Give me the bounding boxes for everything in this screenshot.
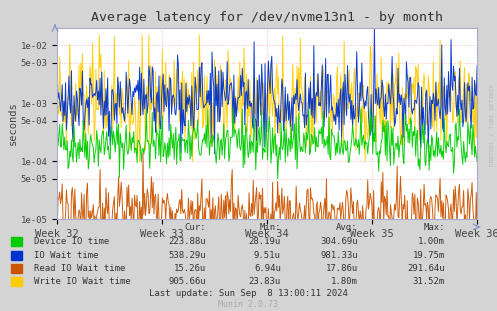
Text: 538.29u: 538.29u bbox=[168, 250, 206, 259]
Text: Munin 2.0.73: Munin 2.0.73 bbox=[219, 300, 278, 309]
Text: Last update: Sun Sep  8 13:00:11 2024: Last update: Sun Sep 8 13:00:11 2024 bbox=[149, 289, 348, 298]
Text: 905.66u: 905.66u bbox=[168, 276, 206, 285]
Text: Write IO Wait time: Write IO Wait time bbox=[34, 276, 131, 285]
Text: 1.80m: 1.80m bbox=[331, 276, 358, 285]
Text: 6.94u: 6.94u bbox=[254, 263, 281, 272]
Text: 304.69u: 304.69u bbox=[320, 237, 358, 246]
Text: 1.00m: 1.00m bbox=[418, 237, 445, 246]
Text: RRDTOOL / TOBI OETIKER: RRDTOOL / TOBI OETIKER bbox=[490, 83, 495, 166]
Text: 981.33u: 981.33u bbox=[320, 250, 358, 259]
Text: IO Wait time: IO Wait time bbox=[34, 250, 98, 259]
Text: Min:: Min: bbox=[259, 222, 281, 231]
Text: Avg:: Avg: bbox=[336, 222, 358, 231]
Text: Device IO time: Device IO time bbox=[34, 237, 109, 246]
Title: Average latency for /dev/nvme13n1 - by month: Average latency for /dev/nvme13n1 - by m… bbox=[91, 11, 443, 24]
Text: 15.26u: 15.26u bbox=[174, 263, 206, 272]
Text: 31.52m: 31.52m bbox=[413, 276, 445, 285]
Text: 291.64u: 291.64u bbox=[407, 263, 445, 272]
Text: Max:: Max: bbox=[423, 222, 445, 231]
Text: 9.51u: 9.51u bbox=[254, 250, 281, 259]
Text: 223.88u: 223.88u bbox=[168, 237, 206, 246]
Y-axis label: seconds: seconds bbox=[8, 102, 18, 146]
Text: 19.75m: 19.75m bbox=[413, 250, 445, 259]
Text: 23.83u: 23.83u bbox=[248, 276, 281, 285]
Text: 17.86u: 17.86u bbox=[326, 263, 358, 272]
Text: 28.19u: 28.19u bbox=[248, 237, 281, 246]
Text: Cur:: Cur: bbox=[185, 222, 206, 231]
Text: Read IO Wait time: Read IO Wait time bbox=[34, 263, 125, 272]
